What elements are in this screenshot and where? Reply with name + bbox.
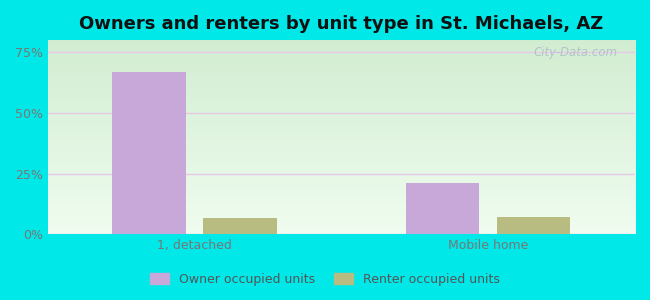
Bar (497, 217, 571, 234)
Bar (406, 183, 480, 234)
Bar (112, 72, 186, 234)
Bar (203, 218, 277, 234)
Legend: Owner occupied units, Renter occupied units: Owner occupied units, Renter occupied un… (146, 268, 504, 291)
Text: City-Data.com: City-Data.com (533, 46, 618, 59)
Title: Owners and renters by unit type in St. Michaels, AZ: Owners and renters by unit type in St. M… (79, 15, 603, 33)
